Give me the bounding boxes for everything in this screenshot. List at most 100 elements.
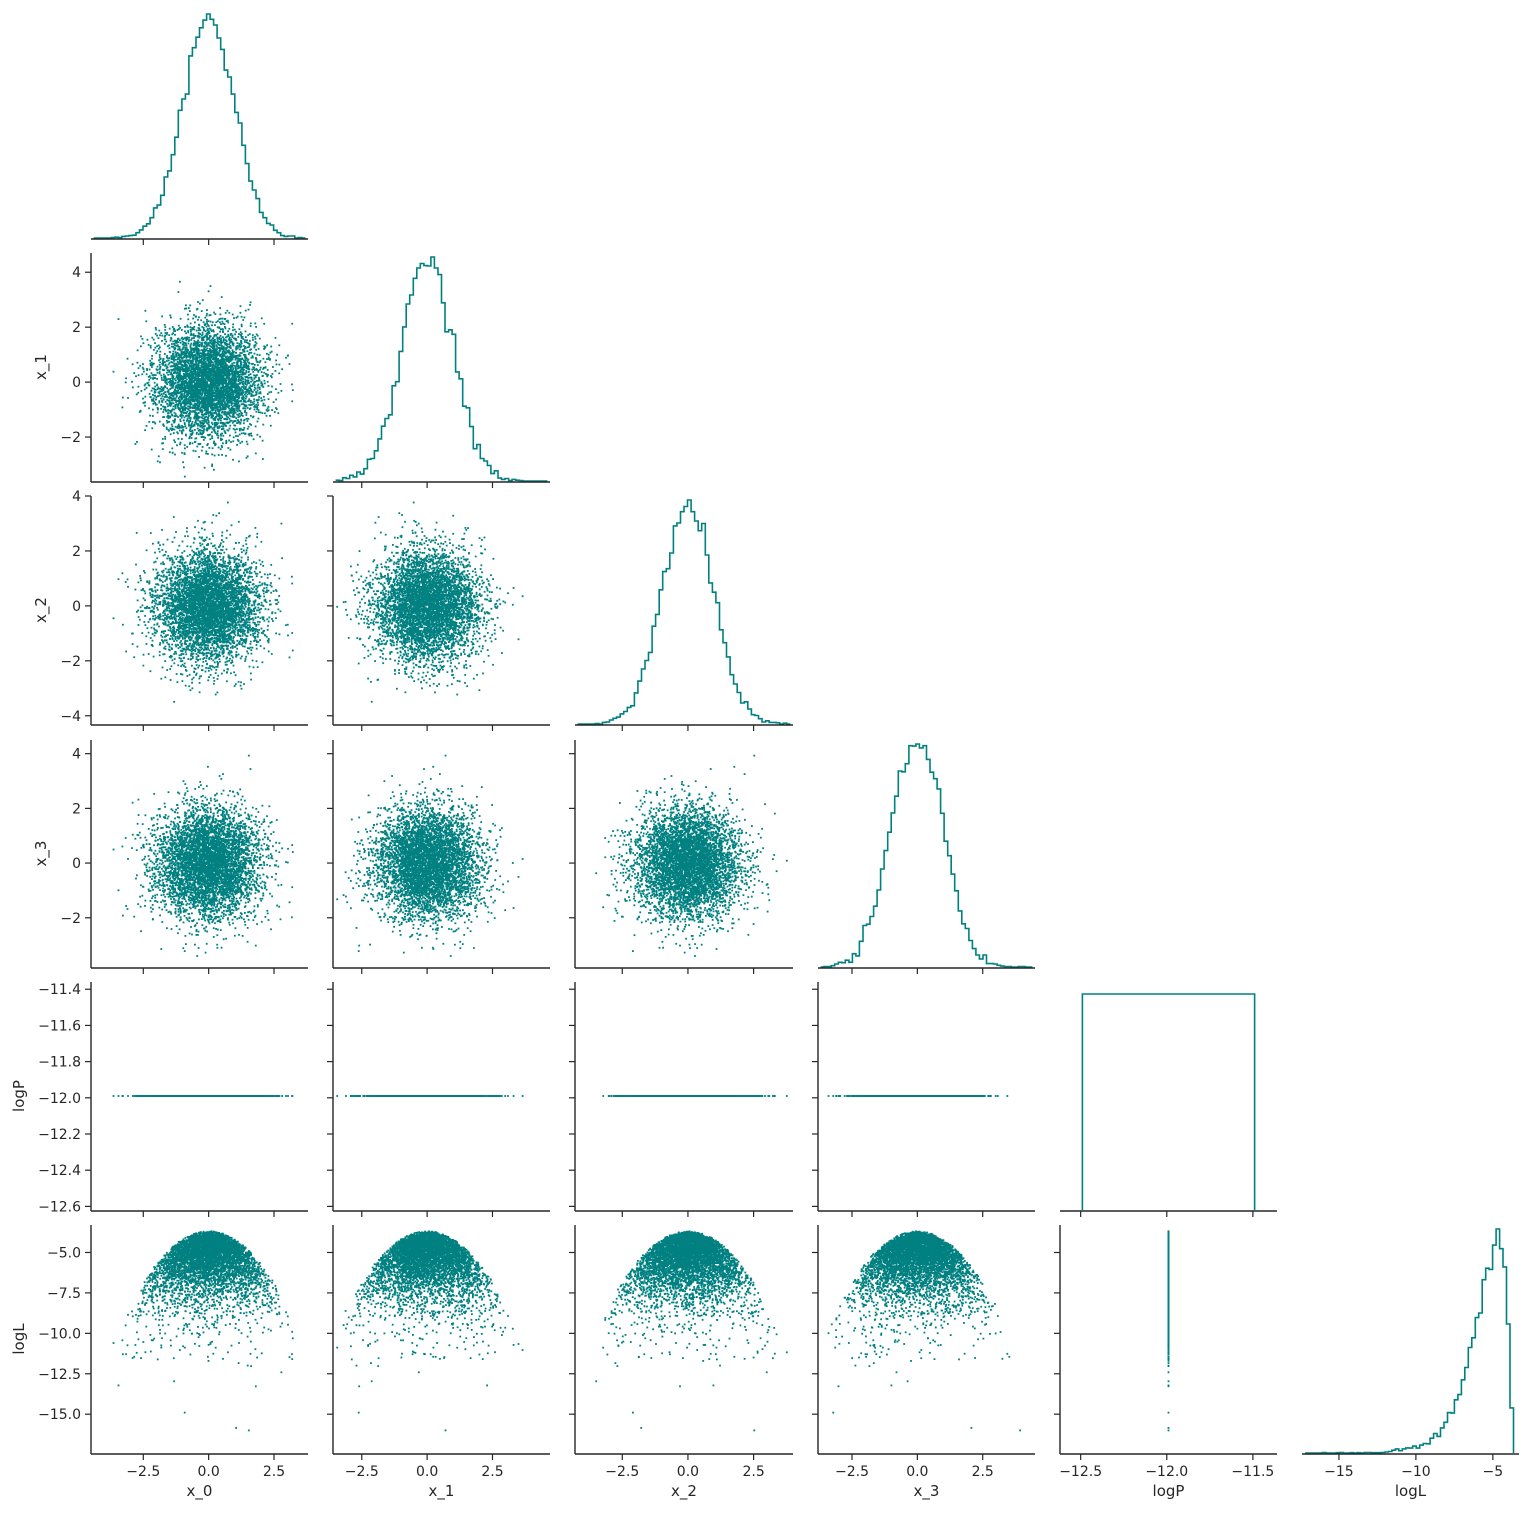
scatter-point: [171, 424, 173, 426]
scatter-point: [220, 448, 222, 450]
scatter-point: [222, 318, 224, 320]
scatter-point: [173, 439, 175, 441]
scatter-point: [160, 375, 162, 377]
scatter-point: [135, 375, 137, 377]
scatter-point: [253, 438, 255, 440]
scatter-point: [188, 422, 190, 424]
scatter-point: [185, 425, 187, 427]
scatter-point: [245, 433, 247, 435]
scatter-point: [259, 387, 261, 389]
scatter-point: [168, 357, 170, 359]
scatter-point: [270, 425, 272, 427]
scatter-point: [160, 366, 162, 368]
scatter-point: [151, 366, 153, 368]
scatter-point: [229, 428, 231, 430]
scatter-point: [235, 367, 237, 369]
scatter-point: [179, 419, 181, 421]
scatter-point: [150, 377, 152, 379]
scatter-point: [250, 325, 252, 327]
scatter-point: [206, 321, 208, 323]
scatter-point: [160, 398, 162, 400]
scatter-point: [127, 358, 129, 360]
scatter-point: [281, 368, 283, 370]
scatter-point: [249, 377, 251, 379]
scatter-point: [275, 388, 277, 390]
scatter-point: [193, 337, 195, 339]
scatter-point: [164, 329, 166, 331]
scatter-point: [154, 392, 156, 394]
scatter-point: [264, 405, 266, 407]
scatter-point: [156, 350, 158, 352]
scatter-point: [245, 310, 247, 312]
scatter-point: [190, 339, 192, 341]
scatter-point: [228, 440, 230, 442]
scatter-point: [151, 355, 153, 357]
scatter-point: [218, 435, 220, 437]
scatter-point: [190, 323, 192, 325]
scatter-point: [239, 434, 241, 436]
scatter-point: [155, 374, 157, 376]
scatter-point: [171, 346, 173, 348]
scatter-point: [248, 426, 250, 428]
scatter-point: [262, 440, 264, 442]
scatter-point: [217, 437, 219, 439]
scatter-point: [186, 347, 188, 349]
scatter-point: [152, 387, 154, 389]
scatter-point: [230, 449, 232, 451]
scatter-point: [279, 364, 281, 366]
scatter-point: [255, 338, 257, 340]
scatter-point: [241, 386, 243, 388]
scatter-point: [267, 381, 269, 383]
scatter-point: [222, 442, 224, 444]
scatter-point: [156, 335, 158, 337]
scatter-point: [125, 377, 127, 379]
scatter-point: [166, 332, 168, 334]
scatter-point: [144, 405, 146, 407]
scatter-point: [168, 412, 170, 414]
scatter-point: [139, 365, 141, 367]
scatter-point: [181, 452, 183, 454]
scatter-point: [180, 318, 182, 320]
scatter-point: [243, 427, 245, 429]
scatter-point: [247, 428, 249, 430]
scatter-point: [245, 398, 247, 400]
scatter-point: [155, 333, 157, 335]
scatter-point: [131, 381, 133, 383]
scatter-point: [232, 326, 234, 328]
scatter-point: [164, 438, 166, 440]
scatter-point: [236, 342, 238, 344]
scatter-point: [183, 373, 185, 375]
scatter-point: [255, 453, 257, 455]
scatter-point: [141, 390, 143, 392]
scatter-point: [165, 401, 167, 403]
scatter-point: [157, 412, 159, 414]
scatter-point: [202, 446, 204, 448]
scatter-point: [211, 454, 213, 456]
scatter-point: [166, 403, 168, 405]
scatter-point: [253, 401, 255, 403]
scatter-point: [150, 347, 152, 349]
scatter-point: [188, 343, 190, 345]
scatter-point: [268, 398, 270, 400]
scatter-point: [214, 455, 216, 457]
scatter-point: [281, 390, 283, 392]
scatter-point: [152, 409, 154, 411]
scatter-point: [243, 432, 245, 434]
scatter-point: [240, 331, 242, 333]
scatter-point: [161, 316, 163, 318]
scatter-point: [266, 353, 268, 355]
scatter-point: [159, 395, 161, 397]
scatter-point: [233, 362, 235, 364]
scatter-point: [240, 305, 242, 307]
scatter-point: [241, 325, 243, 327]
scatter-point: [230, 441, 232, 443]
scatter-point: [151, 337, 153, 339]
scatter-point: [248, 309, 250, 311]
scatter-point: [203, 428, 205, 430]
scatter-point: [232, 329, 234, 331]
scatter-point: [181, 413, 183, 415]
scatter-point: [201, 450, 203, 452]
scatter-point: [246, 441, 248, 443]
